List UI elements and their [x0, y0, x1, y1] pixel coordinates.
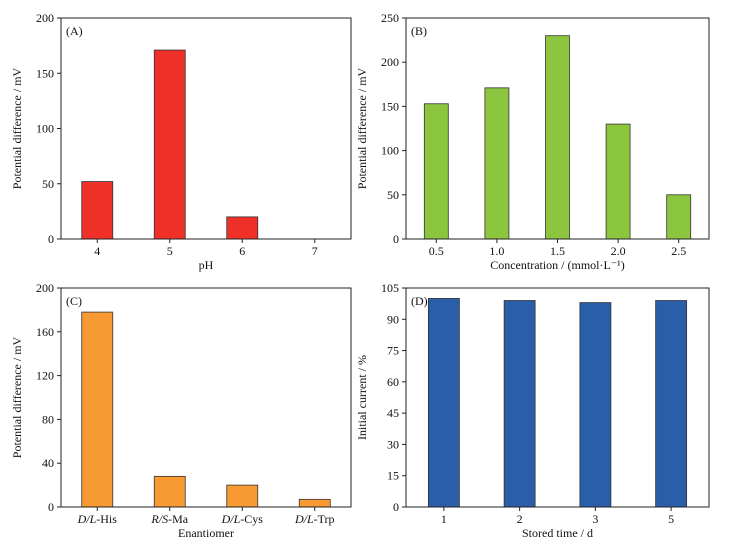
x-axis-label: Enantiomer — [178, 526, 234, 540]
x-tick-label: R/S-Ma — [150, 512, 188, 526]
x-tick-label: 2.0 — [611, 244, 626, 258]
y-axis-label: Potential difference / mV — [355, 67, 369, 189]
panel-label: (D) — [411, 294, 428, 308]
panel-label: (C) — [66, 294, 82, 308]
y-tick-label: 15 — [387, 469, 399, 483]
y-tick-label: 100 — [36, 122, 54, 136]
bar-c-2 — [226, 484, 259, 508]
y-tick-label: 100 — [381, 144, 399, 158]
y-tick-label: 40 — [42, 456, 54, 470]
y-tick-label: 200 — [381, 55, 399, 69]
x-tick-label: 0.5 — [429, 244, 444, 258]
chart-panel-d: 0 15 30 45 60 75 90 105 1 2 3 5 Stored time / d Initi… — [355, 281, 710, 540]
y-tick-label: 120 — [36, 369, 54, 383]
x-tick-label: D/L-Cys — [221, 512, 264, 526]
y-axis-label: Potential difference / mV — [10, 67, 24, 189]
panel-label: (A) — [66, 24, 83, 38]
x-tick-label: 4 — [94, 244, 100, 258]
bar-b-0 — [423, 103, 449, 240]
x-tick-label: 6 — [239, 244, 245, 258]
y-tick-label: 250 — [381, 11, 399, 25]
y-tick-label: 0 — [48, 232, 54, 246]
x-tick-label: 3 — [592, 512, 598, 526]
bar-b-3 — [605, 123, 631, 240]
x-axis-label: Stored time / d — [522, 526, 593, 540]
y-tick-label: 200 — [36, 281, 54, 295]
x-tick-label: 1.5 — [550, 244, 565, 258]
bar-c-0 — [81, 311, 114, 508]
x-tick-label: D/L-His — [77, 512, 118, 526]
y-axis-label: Initial current / % — [355, 355, 369, 440]
y-tick-label: 0 — [393, 232, 399, 246]
y-tick-label: 75 — [387, 344, 399, 358]
y-tick-label: 90 — [387, 312, 399, 326]
x-axis-label: Concentration / (mmol·L⁻¹) — [490, 258, 625, 272]
y-tick-label: 0 — [48, 500, 54, 514]
x-tick-label: 1.0 — [489, 244, 504, 258]
bar-a-1 — [153, 49, 186, 240]
y-tick-label: 30 — [387, 437, 399, 451]
x-tick-label: 5 — [167, 244, 173, 258]
y-tick-label: 150 — [36, 66, 54, 80]
y-tick-label: 0 — [393, 500, 399, 514]
x-tick-label: 1 — [441, 512, 447, 526]
bar-a-2 — [226, 216, 259, 240]
y-tick-label: 80 — [42, 412, 54, 426]
plot-frame — [405, 287, 710, 508]
x-tick-label: D/L-Trp — [294, 512, 335, 526]
bar-d-1 — [503, 300, 536, 508]
y-tick-label: 160 — [36, 325, 54, 339]
bar-b-1 — [484, 87, 510, 240]
plot-frame — [60, 287, 352, 508]
y-tick-label: 200 — [36, 11, 54, 25]
x-tick-label: 7 — [312, 244, 318, 258]
x-tick-label: 2.5 — [671, 244, 686, 258]
bar-b-2 — [545, 35, 570, 240]
bar-d-2 — [579, 302, 612, 508]
y-tick-label: 45 — [387, 406, 399, 420]
bar-c-3 — [298, 498, 331, 508]
chart-panel-c: 0 40 80 120 160 200 D/L-His R/S-Ma D/L-Cys D/L-Tr… — [10, 281, 352, 540]
bar-a-0 — [81, 181, 114, 240]
y-tick-label: 105 — [381, 281, 399, 295]
bar-d-3 — [655, 300, 688, 508]
x-tick-label: 5 — [668, 512, 674, 526]
y-tick-label: 50 — [42, 177, 54, 191]
y-tick-label: 50 — [387, 188, 399, 202]
y-tick-label: 60 — [387, 375, 399, 389]
y-axis-label: Potential difference / mV — [10, 336, 24, 458]
chart-panel-b: 0 50 100 150 200 250 0.5 1.0 1.5 2.0 2.5 Concentrat… — [355, 11, 710, 272]
x-axis-label: pH — [199, 258, 214, 272]
y-tick-label: 150 — [381, 99, 399, 113]
bar-c-1 — [153, 475, 186, 508]
panel-label: (B) — [411, 24, 427, 38]
x-tick-label: 2 — [517, 512, 523, 526]
chart-panel-a: 0 50 100 150 200 4 5 6 7 pH Potential difference /… — [10, 11, 352, 272]
bar-b-4 — [666, 194, 692, 240]
bar-d-0 — [427, 298, 460, 508]
